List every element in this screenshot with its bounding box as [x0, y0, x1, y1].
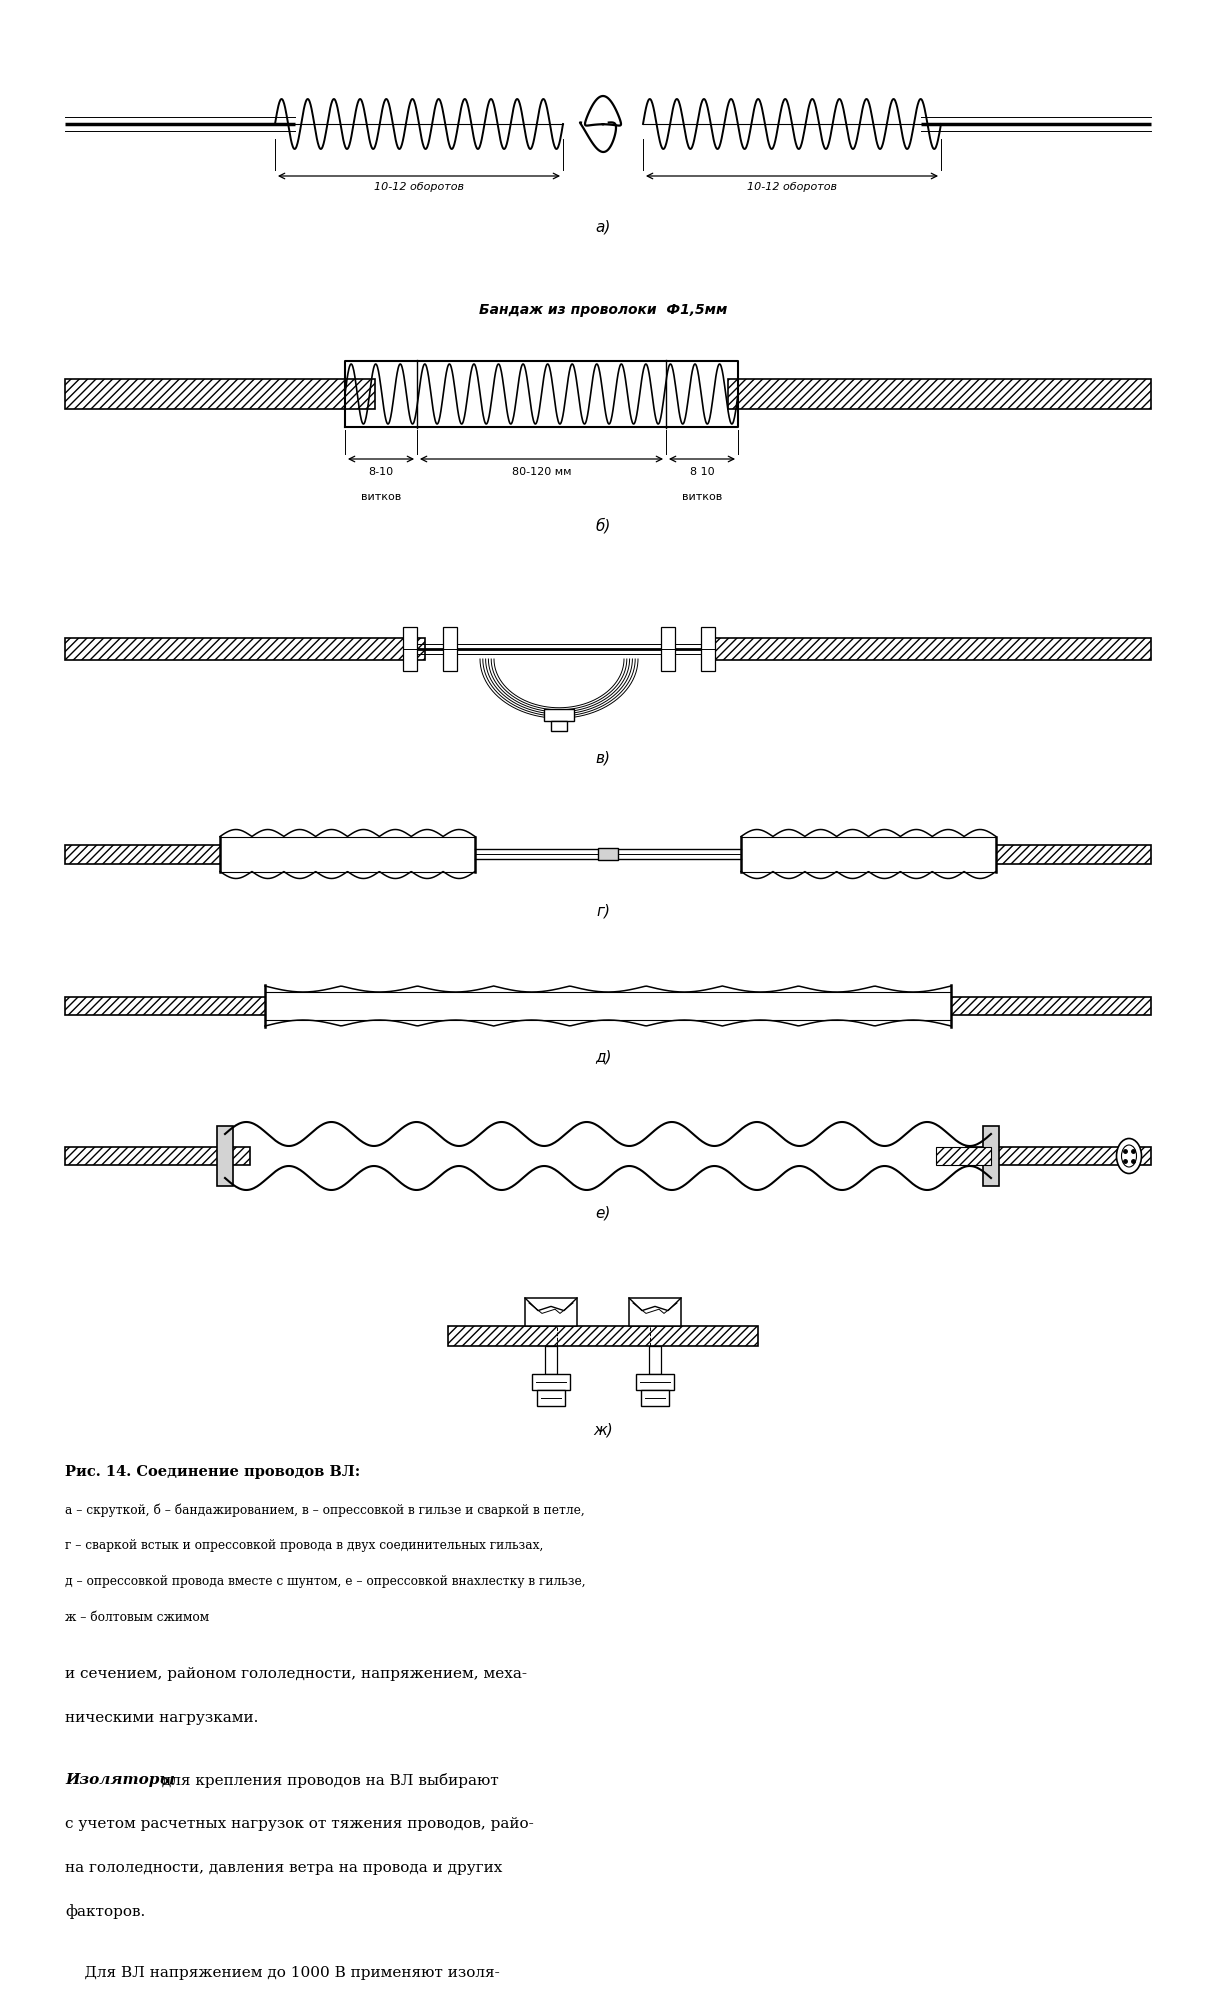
- Bar: [525, 1299, 576, 1327]
- Text: на гололедности, давления ветра на провода и других: на гололедности, давления ветра на прово…: [65, 1861, 503, 1873]
- Text: Рис. 14. Соединение проводов ВЛ:: Рис. 14. Соединение проводов ВЛ:: [65, 1464, 361, 1478]
- Text: ж – болтовым сжимом: ж – болтовым сжимом: [65, 1610, 209, 1624]
- Text: с учетом расчетных нагрузок от тяжения проводов, райо-: с учетом расчетных нагрузок от тяжения п…: [65, 1817, 534, 1831]
- Bar: [447, 1327, 759, 1345]
- Text: витков: витков: [361, 491, 402, 501]
- Bar: [545, 1345, 557, 1373]
- Bar: [740, 836, 996, 872]
- Bar: [443, 628, 457, 672]
- Bar: [65, 998, 285, 1015]
- Bar: [636, 1373, 674, 1389]
- Text: в): в): [596, 750, 610, 764]
- Bar: [936, 1147, 991, 1165]
- Bar: [598, 848, 617, 860]
- Bar: [966, 844, 1151, 864]
- Bar: [630, 1299, 681, 1327]
- Bar: [265, 992, 952, 1021]
- Bar: [65, 844, 250, 864]
- Ellipse shape: [1117, 1139, 1142, 1173]
- Text: а): а): [596, 219, 610, 235]
- Text: б): б): [596, 517, 610, 533]
- Text: г – сваркой встык и опрессовкой провода в двух соединительных гильзах,: г – сваркой встык и опрессовкой провода …: [65, 1538, 544, 1552]
- Text: витков: витков: [681, 491, 722, 501]
- Bar: [931, 998, 1151, 1015]
- Bar: [65, 1147, 250, 1165]
- Text: 10-12 оборотов: 10-12 оборотов: [374, 182, 464, 192]
- Bar: [537, 1389, 564, 1406]
- Bar: [217, 1127, 233, 1187]
- Bar: [983, 1127, 999, 1187]
- Bar: [544, 710, 574, 722]
- Text: е): е): [596, 1205, 610, 1219]
- Bar: [403, 628, 417, 672]
- Bar: [701, 628, 715, 672]
- Text: 80-120 мм: 80-120 мм: [511, 467, 572, 477]
- Text: ж): ж): [593, 1422, 613, 1436]
- Bar: [661, 628, 675, 672]
- Text: и сечением, районом гололедности, напряжением, меха-: и сечением, районом гололедности, напряж…: [65, 1666, 527, 1680]
- Text: 10-12 оборотов: 10-12 оборотов: [747, 182, 837, 192]
- Bar: [219, 836, 475, 872]
- Text: д): д): [595, 1049, 611, 1063]
- Text: Для ВЛ напряжением до 1000 В применяют изоля-: Для ВЛ напряжением до 1000 В применяют и…: [65, 1965, 499, 1979]
- Bar: [728, 379, 1151, 409]
- Text: 8-10: 8-10: [369, 467, 393, 477]
- Bar: [966, 1147, 1151, 1165]
- Bar: [65, 379, 375, 409]
- Ellipse shape: [1122, 1145, 1136, 1167]
- Text: г): г): [596, 902, 610, 918]
- Bar: [642, 1389, 669, 1406]
- Bar: [551, 722, 567, 732]
- Text: а – скруткой, б – бандажированием, в – опрессовкой в гильзе и сваркой в петле,: а – скруткой, б – бандажированием, в – о…: [65, 1502, 585, 1516]
- Bar: [649, 1345, 661, 1373]
- Text: Изоляторы: Изоляторы: [65, 1772, 175, 1786]
- Text: факторов.: факторов.: [65, 1903, 145, 1919]
- Text: Бандаж из проволоки  Ф1,5мм: Бандаж из проволоки Ф1,5мм: [479, 303, 727, 317]
- Bar: [708, 640, 1151, 662]
- Text: 8 10: 8 10: [690, 467, 714, 477]
- Bar: [65, 640, 425, 662]
- Text: для крепления проводов на ВЛ выбирают: для крепления проводов на ВЛ выбирают: [157, 1772, 499, 1786]
- Text: ническими нагрузками.: ническими нагрузками.: [65, 1710, 258, 1724]
- Bar: [532, 1373, 570, 1389]
- Text: д – опрессовкой провода вместе с шунтом, е – опрессовкой внахлестку в гильзе,: д – опрессовкой провода вместе с шунтом,…: [65, 1574, 586, 1588]
